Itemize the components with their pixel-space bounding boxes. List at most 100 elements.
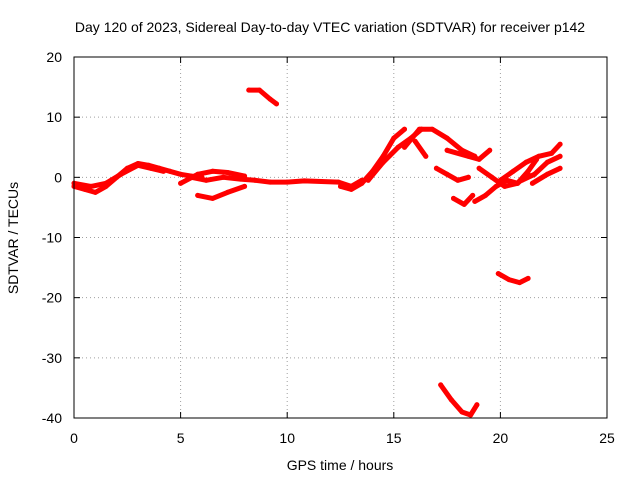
y-tick-label: -30 (42, 350, 62, 366)
y-tick-label: -20 (42, 290, 62, 306)
data-point (483, 192, 488, 198)
data-point (220, 174, 226, 180)
series-line (519, 153, 563, 183)
data-point (359, 180, 365, 186)
data-point (148, 165, 154, 171)
data-point (438, 382, 444, 388)
series-arc-16 (519, 153, 563, 183)
data-point (451, 195, 456, 201)
series-line (495, 271, 531, 286)
series-arc-20 (438, 382, 480, 418)
data-point (178, 171, 184, 177)
data-point (301, 178, 307, 184)
y-tick-label: 20 (46, 49, 62, 65)
data-point (472, 198, 478, 204)
data-point (242, 183, 248, 189)
data-point (195, 171, 201, 177)
data-point (515, 180, 520, 186)
data-point (365, 177, 371, 183)
chart-title: Day 120 of 2023, Sidereal Day-to-day VTE… (75, 19, 585, 35)
data-point (318, 179, 324, 184)
data-point (246, 87, 252, 93)
y-tick-label: 10 (46, 109, 62, 125)
series-arc-7 (338, 126, 407, 192)
data-point (444, 135, 450, 141)
data-point (257, 87, 262, 93)
series-arc-6 (246, 87, 279, 107)
data-point (465, 153, 471, 159)
data-point (103, 180, 109, 186)
series-line (246, 87, 279, 107)
x-tick-label: 10 (279, 430, 295, 446)
data-series (71, 87, 563, 418)
data-point (225, 170, 230, 175)
data-point (267, 96, 273, 102)
data-point (476, 156, 482, 162)
data-point (348, 186, 354, 192)
data-point (470, 192, 476, 198)
series-arc-19 (495, 271, 531, 286)
data-point (210, 168, 216, 174)
data-point (459, 409, 465, 415)
data-point (395, 144, 401, 150)
data-point (429, 126, 435, 132)
data-point (178, 180, 184, 186)
series-arc-4 (178, 168, 248, 186)
data-point (448, 397, 454, 403)
data-point (476, 165, 482, 171)
series-arc-5 (195, 183, 248, 201)
data-point (252, 177, 258, 183)
axis-ticks: 0 5 10 15 20 25 20 10 0 -10 -20 -30 -40 (42, 49, 615, 446)
data-point (495, 271, 501, 277)
data-point (532, 171, 537, 177)
series-arc-2 (71, 162, 166, 189)
data-point (210, 195, 216, 201)
data-point (402, 144, 407, 150)
y-axis-label: SDTVAR / TECUs (5, 182, 21, 294)
data-point (380, 159, 386, 165)
data-point (497, 177, 503, 183)
data-point (225, 189, 230, 195)
data-point (92, 189, 98, 195)
data-point (455, 177, 461, 183)
data-point (412, 138, 418, 144)
grid (74, 57, 607, 418)
data-point (557, 141, 563, 147)
data-point (444, 147, 450, 153)
data-point (402, 126, 407, 132)
data-point (416, 126, 422, 132)
data-point (519, 177, 525, 183)
data-point (510, 168, 516, 174)
data-point (523, 159, 529, 165)
x-tick-label: 5 (177, 430, 185, 446)
data-point (335, 179, 341, 185)
data-point (465, 174, 471, 180)
x-axis-label: GPS time / hours (287, 457, 394, 473)
data-point (502, 183, 508, 189)
series-line (444, 147, 493, 162)
x-tick-label: 20 (493, 430, 509, 446)
data-point (557, 153, 563, 159)
data-point (82, 186, 88, 192)
series-arc-15 (497, 141, 563, 183)
series-line (412, 138, 429, 159)
data-point (544, 159, 550, 165)
plot-frame (73, 56, 608, 419)
series-arc-17 (529, 165, 563, 186)
data-point (391, 135, 397, 141)
data-point (274, 101, 279, 107)
data-point (487, 147, 493, 153)
data-point (267, 179, 273, 185)
series-line (195, 183, 248, 201)
data-point (474, 402, 480, 408)
data-point (493, 183, 499, 189)
series-arc-3 (188, 174, 365, 189)
data-point (544, 171, 550, 177)
x-tick-label: 0 (70, 430, 78, 446)
series-arc-12 (444, 147, 493, 162)
y-tick-label: 0 (54, 169, 62, 185)
data-point (161, 168, 166, 174)
data-point (557, 165, 563, 171)
data-point (242, 173, 248, 179)
